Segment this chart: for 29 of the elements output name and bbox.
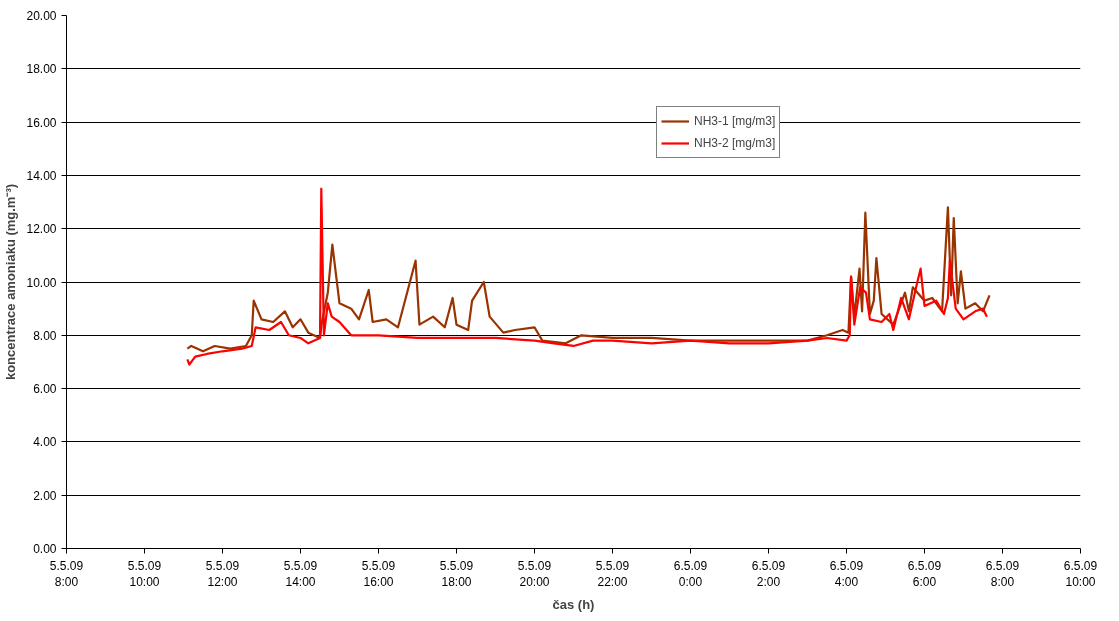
x-tick-label: 5.5.09 8:00 [49, 558, 84, 590]
y-tick-label: 6.00 [33, 382, 57, 397]
y-tick-label: 2.00 [33, 488, 57, 503]
x-tick-label: 6.5.09 10:00 [1063, 558, 1098, 590]
x-tick-label: 5.5.09 10:00 [127, 558, 162, 590]
y-tick-label: 4.00 [33, 435, 57, 450]
x-tick-label: 5.5.09 16:00 [361, 558, 396, 590]
y-tick-label: 20.00 [26, 9, 57, 23]
x-tick-label: 5.5.09 14:00 [283, 558, 318, 590]
x-tick-label: 6.5.09 6:00 [907, 558, 942, 590]
legend-label: NH3-2 [mg/m3] [694, 136, 776, 150]
y-axis-title: koncentrace amoniaku (mg.m⁻³) [3, 183, 19, 381]
x-tick-label: 5.5.09 12:00 [205, 558, 240, 590]
y-tick-label: 10.00 [26, 275, 57, 290]
x-tick-label: 5.5.09 20:00 [517, 558, 552, 590]
y-tick-label: 18.00 [26, 62, 57, 77]
x-tick-label: 6.5.09 2:00 [751, 558, 786, 590]
y-tick-label: 0.00 [33, 542, 57, 556]
legend-label: NH3-1 [mg/m3] [694, 114, 776, 128]
y-tick-label: 16.00 [26, 115, 57, 130]
x-tick-label: 6.5.09 8:00 [985, 558, 1020, 590]
x-axis-title: čas (h) [552, 597, 595, 613]
x-tick-label: 6.5.09 4:00 [829, 558, 864, 590]
y-tick-label: 12.00 [26, 222, 57, 237]
y-tick-label: 8.00 [33, 328, 57, 343]
y-tick-label: 14.00 [26, 168, 57, 183]
x-tick-label: 5.5.09 22:00 [595, 558, 630, 590]
x-tick-label: 6.5.09 0:00 [673, 558, 708, 590]
x-tick-label: 5.5.09 18:00 [439, 558, 474, 590]
